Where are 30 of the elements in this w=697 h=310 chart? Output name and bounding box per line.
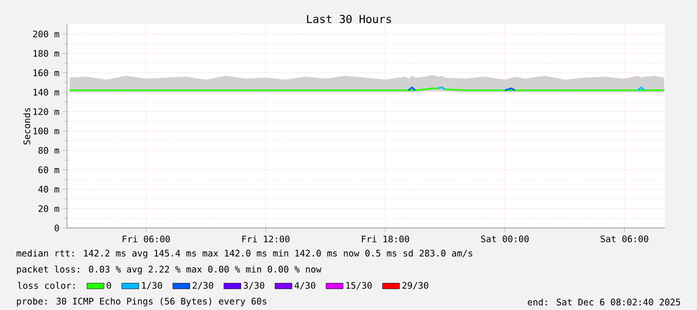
x-tick-label: Sat 00:00 xyxy=(481,235,529,242)
text: probe: 30 ICMP Echo Pings (56 Bytes) every 60s xyxy=(17,298,266,306)
legend-label: 0 xyxy=(106,282,111,289)
text: end: Sat Dec 6 08:02:40 2025 xyxy=(528,298,680,306)
legend-label: 4/30 xyxy=(294,282,316,290)
text: packet loss: 0.03 % avg 2.22 % max 0.00 % min 0.00 % now xyxy=(17,266,322,274)
y-tick-label: 160 m xyxy=(34,69,60,76)
text: median rtt: 142.2 ms avg 145.4 ms max 142.0 ms min 142.0 ms now 0.5 ms sd 283.0 am/s xyxy=(16,250,472,258)
legend-title: loss color: xyxy=(18,282,75,289)
y-tick-label: 140 m xyxy=(34,88,60,96)
y-tick-label: 200 m xyxy=(33,30,60,38)
y-tick-label: 100 m xyxy=(34,128,60,134)
y-tick-label: 60 m xyxy=(38,166,60,174)
legend-label: 1/30 xyxy=(142,282,162,290)
legend-label: 15/30 xyxy=(346,282,372,290)
y-tick-label: 120 m xyxy=(34,108,60,115)
x-tick-label: Fri 12:00 xyxy=(242,235,290,242)
y-axis-title: Seconds xyxy=(23,108,30,145)
legend-label: 29/30 xyxy=(402,282,428,290)
x-tick-label: Fri 18:00 xyxy=(362,235,410,242)
x-tick-label: Sat 06:00 xyxy=(600,235,648,242)
chart-title: Last 30 Hours xyxy=(307,14,391,24)
y-tick-label: 80 m xyxy=(38,146,60,154)
y-tick-label: 20 m xyxy=(38,205,60,212)
y-tick-label: 180 m xyxy=(34,50,60,57)
y-tick-label: 40 m xyxy=(38,186,60,193)
legend-label: 2/30 xyxy=(192,282,214,290)
legend-label: 3/30 xyxy=(244,282,264,290)
x-tick-label: Fri 06:00 xyxy=(122,235,170,242)
y-tick-label: 0 xyxy=(54,224,59,232)
